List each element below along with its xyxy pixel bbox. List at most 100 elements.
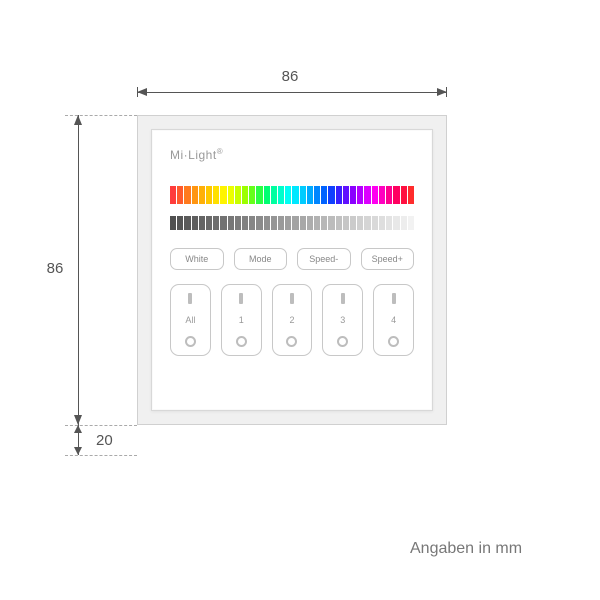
dim-depth-value: 20 xyxy=(96,432,122,449)
color-segment[interactable] xyxy=(184,186,190,204)
white-segment[interactable] xyxy=(177,216,183,230)
white-segment[interactable] xyxy=(343,216,349,230)
color-segment[interactable] xyxy=(408,186,414,204)
dim-top-arrow-left xyxy=(137,88,147,96)
white-brightness-slider[interactable] xyxy=(170,216,414,230)
speed-up-button[interactable]: Speed+ xyxy=(361,248,415,270)
color-segment[interactable] xyxy=(336,186,342,204)
zone-button-2[interactable]: 2 xyxy=(272,284,313,356)
color-segment[interactable] xyxy=(343,186,349,204)
white-segment[interactable] xyxy=(235,216,241,230)
color-segment[interactable] xyxy=(321,186,327,204)
zone-label: All xyxy=(185,315,195,325)
white-segment[interactable] xyxy=(401,216,407,230)
white-segment[interactable] xyxy=(184,216,190,230)
color-segment[interactable] xyxy=(271,186,277,204)
color-segment[interactable] xyxy=(206,186,212,204)
white-segment[interactable] xyxy=(271,216,277,230)
white-segment[interactable] xyxy=(307,216,313,230)
color-segment[interactable] xyxy=(357,186,363,204)
color-segment[interactable] xyxy=(386,186,392,204)
white-segment[interactable] xyxy=(220,216,226,230)
units-note: Angaben in mm xyxy=(410,540,522,558)
white-segment[interactable] xyxy=(300,216,306,230)
white-segment[interactable] xyxy=(206,216,212,230)
zone-button-all[interactable]: All xyxy=(170,284,211,356)
color-segment[interactable] xyxy=(235,186,241,204)
color-segment[interactable] xyxy=(379,186,385,204)
white-segment[interactable] xyxy=(256,216,262,230)
white-segment[interactable] xyxy=(321,216,327,230)
color-segment[interactable] xyxy=(300,186,306,204)
trademark-icon: ® xyxy=(217,147,223,156)
rgb-color-slider[interactable] xyxy=(170,186,414,204)
white-segment[interactable] xyxy=(408,216,414,230)
speed-down-button[interactable]: Speed- xyxy=(297,248,351,270)
color-segment[interactable] xyxy=(328,186,334,204)
color-segment[interactable] xyxy=(372,186,378,204)
white-segment[interactable] xyxy=(228,216,234,230)
white-segment[interactable] xyxy=(292,216,298,230)
color-segment[interactable] xyxy=(228,186,234,204)
white-segment[interactable] xyxy=(285,216,291,230)
color-segment[interactable] xyxy=(350,186,356,204)
white-button[interactable]: White xyxy=(170,248,224,270)
off-icon xyxy=(286,336,297,347)
white-segment[interactable] xyxy=(393,216,399,230)
brand-name: Mi·Light xyxy=(170,148,217,162)
white-segment[interactable] xyxy=(336,216,342,230)
color-segment[interactable] xyxy=(292,186,298,204)
on-icon xyxy=(239,293,243,304)
off-icon xyxy=(388,336,399,347)
white-segment[interactable] xyxy=(242,216,248,230)
dim-left-value: 86 xyxy=(40,260,70,277)
on-icon xyxy=(290,293,294,304)
on-icon xyxy=(188,293,192,304)
white-segment[interactable] xyxy=(350,216,356,230)
zone-label: 4 xyxy=(391,315,396,325)
panel: Mi·Light® White Mode Speed- Speed+ All 1 2… xyxy=(137,115,447,425)
zone-button-1[interactable]: 1 xyxy=(221,284,262,356)
color-segment[interactable] xyxy=(170,186,176,204)
zone-button-4[interactable]: 4 xyxy=(373,284,414,356)
white-segment[interactable] xyxy=(364,216,370,230)
color-segment[interactable] xyxy=(364,186,370,204)
color-segment[interactable] xyxy=(314,186,320,204)
color-segment[interactable] xyxy=(285,186,291,204)
color-segment[interactable] xyxy=(401,186,407,204)
color-segment[interactable] xyxy=(242,186,248,204)
white-segment[interactable] xyxy=(249,216,255,230)
white-segment[interactable] xyxy=(314,216,320,230)
off-icon xyxy=(236,336,247,347)
white-segment[interactable] xyxy=(264,216,270,230)
zone-button-3[interactable]: 3 xyxy=(322,284,363,356)
color-segment[interactable] xyxy=(192,186,198,204)
color-segment[interactable] xyxy=(199,186,205,204)
guide-depth xyxy=(65,455,137,456)
zone-label: 1 xyxy=(239,315,244,325)
white-segment[interactable] xyxy=(213,216,219,230)
white-segment[interactable] xyxy=(357,216,363,230)
color-segment[interactable] xyxy=(249,186,255,204)
white-segment[interactable] xyxy=(379,216,385,230)
color-segment[interactable] xyxy=(307,186,313,204)
color-segment[interactable] xyxy=(213,186,219,204)
white-segment[interactable] xyxy=(199,216,205,230)
color-segment[interactable] xyxy=(393,186,399,204)
white-segment[interactable] xyxy=(170,216,176,230)
dim-top-arrow-right xyxy=(437,88,447,96)
speed-down-button-label: Speed- xyxy=(309,254,338,264)
color-segment[interactable] xyxy=(177,186,183,204)
white-segment[interactable] xyxy=(372,216,378,230)
white-segment[interactable] xyxy=(386,216,392,230)
white-segment[interactable] xyxy=(328,216,334,230)
on-icon xyxy=(392,293,396,304)
white-segment[interactable] xyxy=(192,216,198,230)
mode-button[interactable]: Mode xyxy=(234,248,288,270)
dim-depth-arrow-top xyxy=(74,425,82,433)
color-segment[interactable] xyxy=(256,186,262,204)
white-segment[interactable] xyxy=(278,216,284,230)
color-segment[interactable] xyxy=(278,186,284,204)
color-segment[interactable] xyxy=(264,186,270,204)
color-segment[interactable] xyxy=(220,186,226,204)
